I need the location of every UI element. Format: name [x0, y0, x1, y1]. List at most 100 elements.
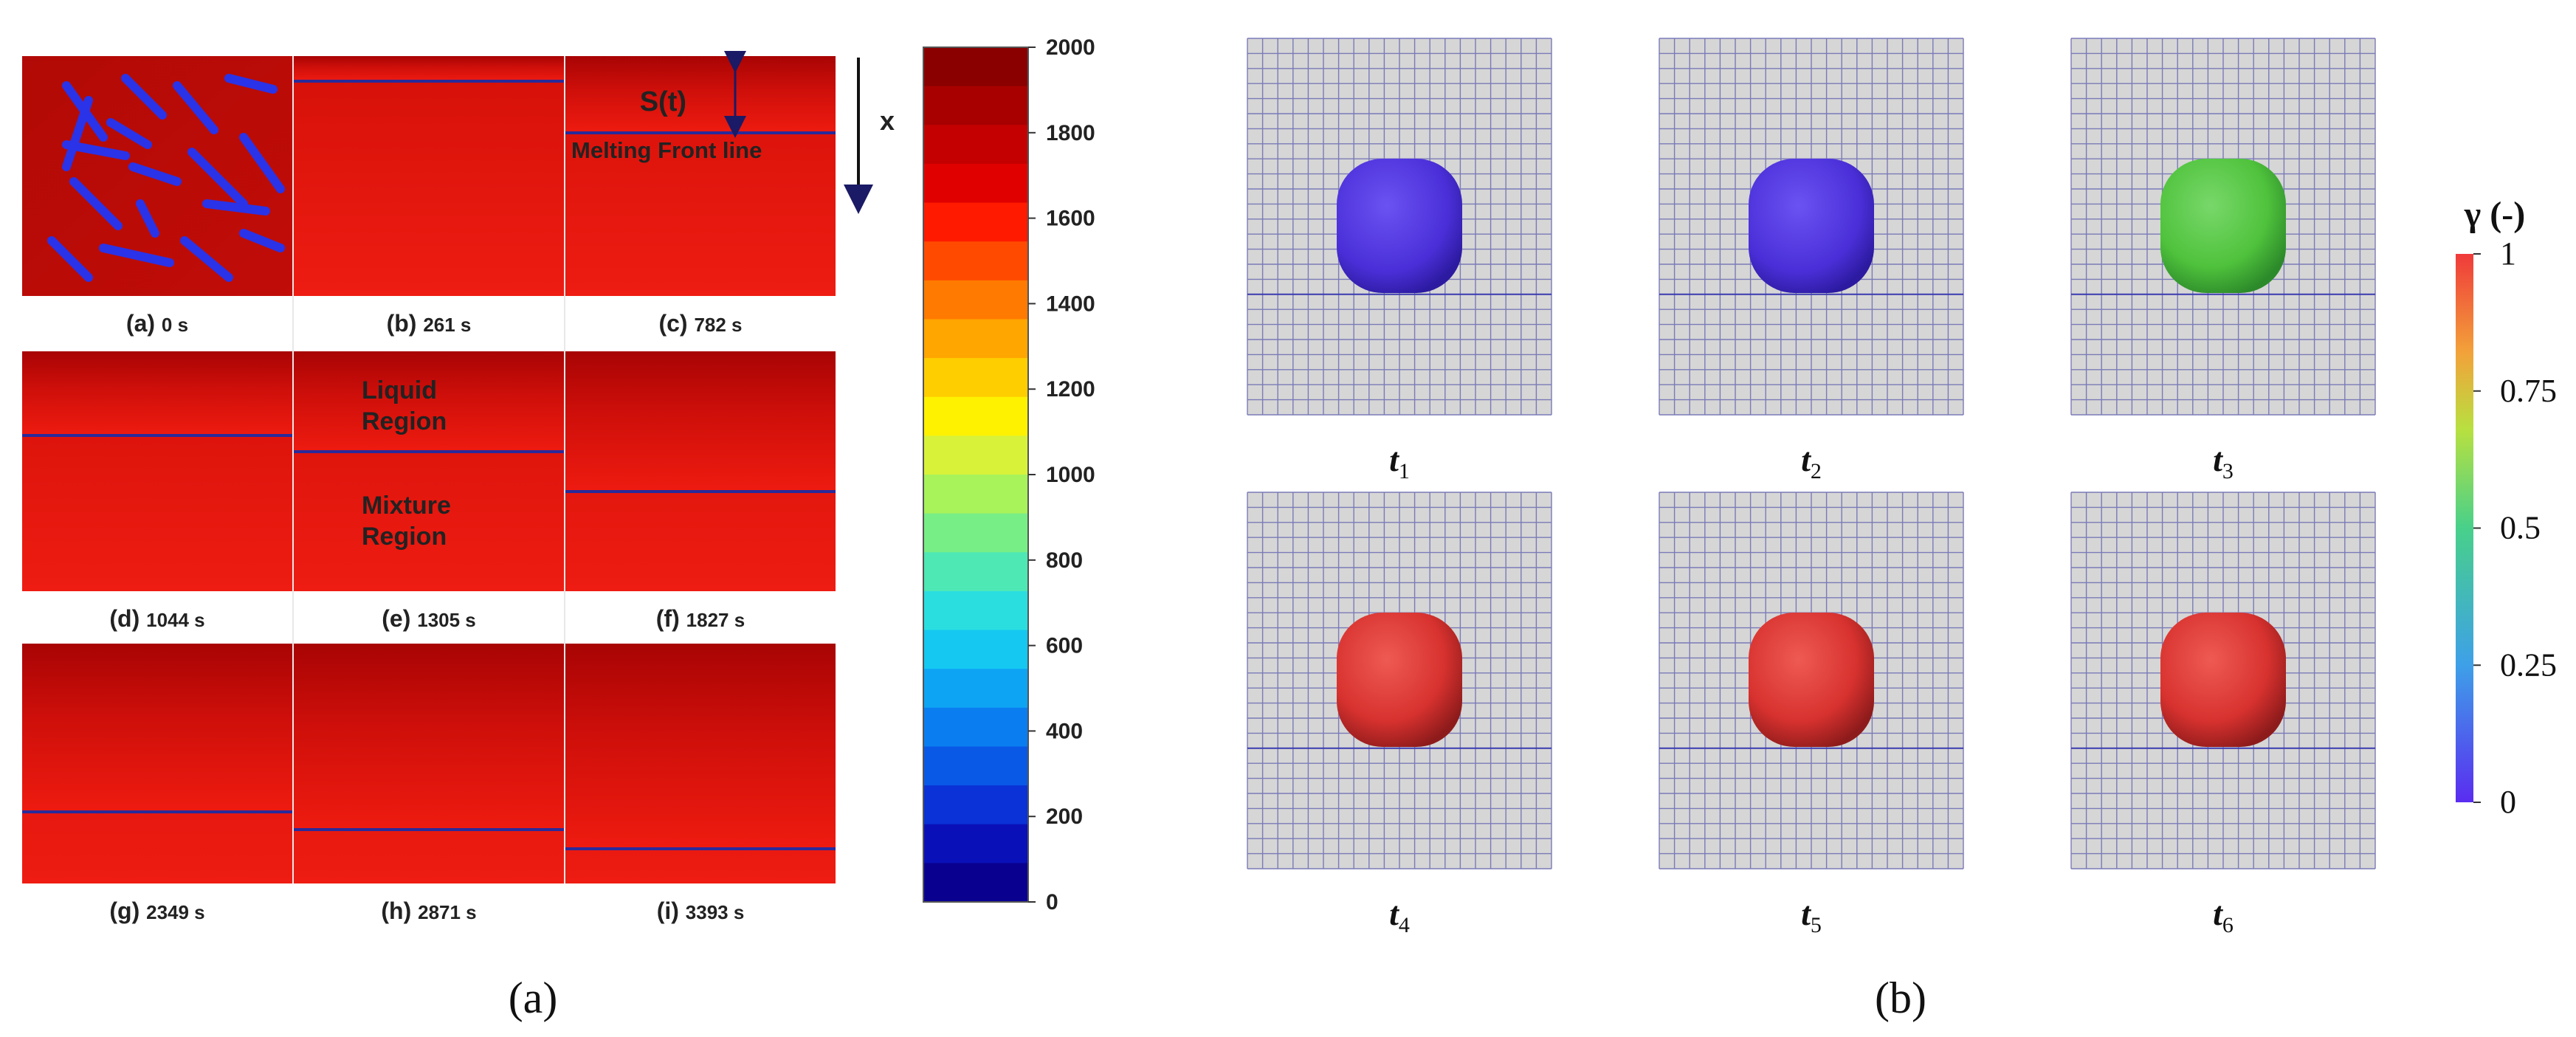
contour-line	[588, 948, 663, 1018]
mushy-contours	[306, 867, 531, 1014]
subplot-background	[294, 56, 564, 296]
colorbar-tick-label: 1800	[1046, 121, 1095, 145]
time-label: t5	[1801, 895, 1822, 937]
colorbar-tick-label: 600	[1046, 634, 1083, 658]
particle	[1749, 613, 1874, 747]
fiber	[136, 199, 159, 238]
colorbar-band	[923, 669, 1028, 709]
colorbar-band	[923, 746, 1028, 786]
time-subscript: 2	[1811, 459, 1822, 483]
panel-a: (a) 0 s (b) 261 s (c) 782 s (d) 1044 s (e) 1…	[22, 35, 1095, 1033]
fiber	[121, 74, 167, 120]
time-subscript: 6	[2222, 913, 2234, 937]
gamma-tick-label: 0.75	[2500, 373, 2557, 409]
time-subscript: 4	[1399, 913, 1410, 937]
subplot-time: 0 s	[162, 314, 188, 336]
subplot-letter: (d)	[109, 605, 146, 632]
fiber	[47, 236, 93, 282]
liquid-region	[294, 644, 564, 830]
subplot-time: 1044 s	[146, 609, 205, 631]
colorbar-band	[923, 358, 1028, 398]
contour-line	[577, 886, 621, 926]
subplot-caption: (e) 1305 s	[382, 605, 476, 632]
panel-a-caption: (a)	[509, 974, 558, 1022]
gamma-tick-label: 0.5	[2500, 510, 2541, 546]
gamma-colorbar	[2456, 254, 2473, 802]
fiber	[173, 81, 218, 134]
liquid-region	[565, 644, 836, 849]
particle	[2160, 159, 2286, 293]
subplot-caption: (i) 3393 s	[657, 898, 745, 924]
panel-a-subplot	[565, 351, 836, 591]
panel-b-subplot	[1659, 492, 1964, 869]
time-label: t4	[1389, 895, 1410, 937]
subplot-caption: (c) 782 s	[658, 310, 742, 337]
subplot-caption: (f) 1827 s	[656, 605, 745, 632]
subplot-letter: (b)	[387, 310, 424, 337]
subplot-caption: (d) 1044 s	[109, 605, 204, 632]
contour-line	[741, 986, 803, 1033]
colorbar-tick-label: 400	[1046, 719, 1083, 743]
colorbar-band	[923, 475, 1028, 514]
panel-a-subplot	[22, 351, 292, 591]
colorbar-band	[923, 163, 1028, 204]
particle	[1337, 613, 1462, 747]
time-symbol: t	[1801, 895, 1811, 932]
time-symbol: t	[1801, 441, 1811, 478]
gamma-colorbar-title: γ (-)	[2464, 195, 2525, 234]
colorbar-band	[923, 630, 1028, 669]
subplot-caption: (h) 2871 s	[381, 898, 476, 924]
panel-a-subplot	[565, 56, 836, 296]
colorbar-band	[923, 86, 1028, 125]
liquid-region	[294, 56, 564, 81]
colorbar-band	[923, 396, 1028, 436]
contour-line	[198, 949, 260, 996]
time-label: t6	[2213, 895, 2234, 937]
panel-a-subplot	[294, 56, 564, 296]
colorbar-band	[923, 435, 1028, 475]
subplot-caption: (a) 0 s	[126, 310, 188, 337]
colorbar-tick-label: 1400	[1046, 292, 1095, 316]
time-symbol: t	[1389, 895, 1399, 932]
fiber	[128, 162, 182, 186]
panel-b-subplot	[1247, 492, 1552, 869]
fiber	[106, 118, 152, 149]
colorbar-band	[923, 707, 1028, 748]
fiber	[202, 199, 270, 216]
subplot-letter: (a)	[126, 310, 162, 337]
fiber	[187, 148, 248, 208]
fiber	[239, 133, 285, 193]
subplot-time: 1305 s	[417, 609, 476, 631]
fiber	[239, 229, 285, 252]
panel-a-subplot	[294, 644, 564, 1014]
particle	[1749, 159, 1874, 293]
contour-line	[316, 929, 391, 999]
colorbar-tick-label: 1200	[1046, 377, 1095, 402]
fiber	[224, 74, 278, 94]
liquid-region-label: Region	[362, 407, 447, 435]
colorbar-tick-label: 0	[1046, 890, 1058, 914]
subplot-letter: (e)	[382, 605, 417, 632]
contour-line	[469, 589, 531, 636]
contour-line	[44, 912, 120, 981]
colorbar-tick-label: 1000	[1046, 463, 1095, 487]
x-label: x	[880, 106, 895, 136]
particle	[2160, 613, 2286, 747]
subplot-letter: (h)	[381, 898, 418, 924]
time-subscript: 3	[2222, 459, 2234, 483]
subplot-caption: (g) 2349 s	[109, 898, 204, 924]
panel-b-subplot	[2070, 38, 2376, 416]
gamma-tick-label: 0	[2500, 784, 2516, 820]
fiber	[99, 244, 174, 267]
colorbar-band	[923, 47, 1028, 87]
subplot-letter: (g)	[109, 898, 146, 924]
panel-b-subplot	[1247, 38, 1552, 416]
time-label: t3	[2213, 441, 2234, 483]
time-symbol: t	[2213, 441, 2223, 478]
subplot-time: 261 s	[423, 314, 471, 336]
subplot-time: 1827 s	[686, 609, 745, 631]
mixture-region-label: Mixture	[362, 492, 451, 520]
